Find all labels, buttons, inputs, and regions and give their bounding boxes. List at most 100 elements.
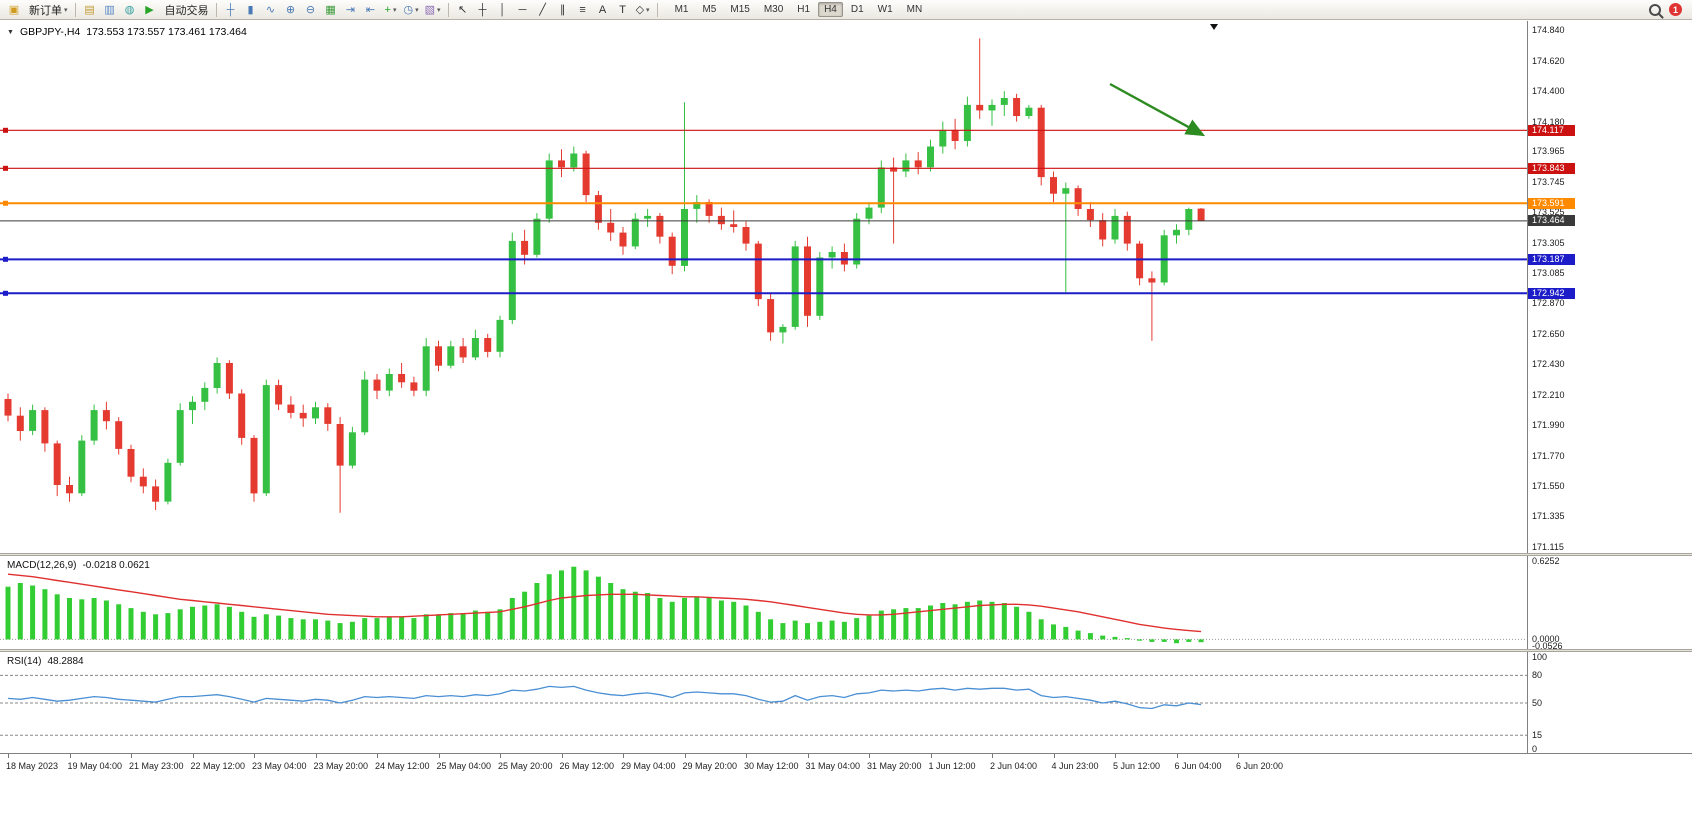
periods-icon[interactable]: ◷ ▾: [402, 2, 421, 18]
notification-badge[interactable]: 1: [1669, 3, 1682, 16]
zoom-in-icon[interactable]: ⊕: [282, 2, 300, 18]
label-icon[interactable]: T: [614, 2, 632, 18]
timeframe-m5[interactable]: M5: [702, 4, 717, 15]
new-order-button[interactable]: 新订单 ▾: [25, 2, 70, 18]
macd-bar: [349, 621, 355, 640]
market-watch-icon[interactable]: ◍: [121, 2, 139, 18]
line-anchor-icon[interactable]: [3, 256, 8, 262]
macd-bar: [891, 609, 897, 640]
macd-chart[interactable]: [0, 556, 1527, 649]
macd-bar: [91, 598, 97, 640]
line-anchor-icon[interactable]: [3, 290, 8, 296]
candlestick-chart[interactable]: [0, 21, 1527, 553]
tile-windows-icon[interactable]: ▦: [322, 2, 340, 18]
timeframe-m15[interactable]: M15: [730, 4, 750, 15]
timeframe-h4[interactable]: H4: [818, 2, 843, 17]
line-chart-icon[interactable]: ∿: [262, 2, 280, 18]
macd-bar: [485, 611, 491, 640]
price-tag-172.942: 172.942: [1528, 287, 1575, 299]
rsi-panel[interactable]: RSI(14) 48.2884: [0, 652, 1527, 753]
auto-scroll-icon[interactable]: ⇥: [342, 2, 360, 18]
candle-body: [1197, 208, 1205, 221]
macd-panel[interactable]: MACD(12,26,9) -0.0218 0.0621: [0, 556, 1527, 649]
new-order-icon[interactable]: ▣: [5, 2, 23, 18]
shapes-icon[interactable]: ◇ ▾: [634, 2, 652, 18]
candle-body: [533, 218, 541, 255]
chart-cascade-icon[interactable]: ▤: [81, 2, 99, 18]
macd-bar: [632, 591, 638, 640]
macd-bar: [1112, 636, 1118, 640]
trendline-icon[interactable]: ╱: [534, 2, 552, 18]
time-axis[interactable]: 18 May 2023 19 May 04:00 21 May 23:00 22 Ma…: [0, 753, 1692, 776]
add-indicator-icon[interactable]: + ▾: [382, 2, 400, 18]
autotrade-button[interactable]: 自动交易: [161, 2, 211, 18]
candle-body: [730, 224, 738, 227]
panel-separator-1[interactable]: [0, 553, 1692, 556]
horizontal-line-icon[interactable]: ─: [514, 2, 532, 18]
macd-bar: [239, 611, 245, 640]
templates-icon[interactable]: ▧ ▾: [423, 2, 443, 18]
timeframe-w1[interactable]: W1: [877, 4, 893, 15]
macd-signal-line: [7, 573, 1202, 633]
time-label: 24 May 12:00: [375, 761, 430, 771]
price-axis[interactable]: 174.117 173.843 173.591 173.464 173.187 172.9…: [1527, 21, 1692, 754]
vertical-line-icon[interactable]: │: [494, 2, 512, 18]
crosshair-icon[interactable]: ┼: [474, 2, 492, 18]
macd-name: MACD(12,26,9): [7, 560, 77, 571]
shapes-icon: ◇: [635, 3, 645, 16]
price-tick: 174.180: [1532, 116, 1565, 127]
timeframe-mn[interactable]: MN: [906, 4, 923, 15]
fibonacci-icon[interactable]: ≡: [574, 2, 592, 18]
timeframe-h1[interactable]: H1: [797, 4, 811, 15]
macd-bar: [276, 615, 282, 640]
candle-body: [1013, 98, 1021, 116]
line-anchor-icon[interactable]: [3, 165, 8, 171]
candle-body: [287, 404, 295, 413]
collapse-triangle-icon[interactable]: ▼: [7, 28, 14, 36]
candle-body: [164, 462, 172, 502]
line-chart-icon: ∿: [265, 3, 276, 16]
macd-bar: [768, 619, 774, 640]
print-icon[interactable]: ▥: [101, 2, 119, 18]
candlestick-chart-icon[interactable]: ▮: [242, 2, 260, 18]
line-anchor-icon[interactable]: [3, 200, 8, 206]
macd-bar: [251, 616, 257, 640]
macd-bar: [497, 609, 503, 640]
channel-icon[interactable]: ∥: [554, 2, 572, 18]
chart-shift-marker[interactable]: [1210, 24, 1218, 30]
macd-bar: [952, 604, 958, 640]
panel-separator-2[interactable]: [0, 649, 1692, 652]
time-label: 30 May 12:00: [744, 761, 799, 771]
vertical-line-icon: │: [499, 3, 506, 16]
time-tick: [377, 754, 378, 758]
timeframe-m1[interactable]: M1: [674, 4, 689, 15]
macd-bar: [325, 620, 331, 640]
chart-shift-icon[interactable]: ⇤: [362, 2, 380, 18]
line-anchor-icon[interactable]: [3, 127, 8, 133]
text-icon[interactable]: A: [594, 2, 612, 18]
timeframe-d1[interactable]: D1: [850, 4, 864, 15]
macd-bar: [300, 619, 306, 640]
zoom-out-icon[interactable]: ⊖: [302, 2, 320, 18]
autotrade-play-icon[interactable]: ▶: [141, 2, 159, 18]
rsi-chart[interactable]: [0, 652, 1527, 753]
timeframe-m30[interactable]: M30: [763, 4, 784, 15]
macd-bar: [645, 593, 651, 640]
arrow-annotation[interactable]: [1109, 82, 1206, 137]
candle-body: [619, 232, 627, 247]
candle-body: [865, 207, 873, 219]
candle-body: [594, 195, 602, 223]
main-chart-panel[interactable]: ▼ GBPJPY-,H4 173.553 173.557 173.461 173…: [0, 21, 1527, 553]
candle-body: [927, 146, 934, 168]
cursor-icon[interactable]: ↖: [454, 2, 472, 18]
rsi-value: 48.2884: [47, 656, 84, 667]
time-tick: [869, 754, 870, 758]
candle-body: [754, 243, 762, 300]
price-tick: 174.840: [1532, 25, 1565, 36]
macd-histogram: [5, 566, 1204, 644]
macd-bar: [460, 613, 466, 640]
ohlc-bars-icon[interactable]: ┼: [222, 2, 240, 18]
macd-bar: [1186, 639, 1192, 642]
search-icon[interactable]: [1649, 3, 1661, 16]
macd-bar: [940, 603, 946, 640]
